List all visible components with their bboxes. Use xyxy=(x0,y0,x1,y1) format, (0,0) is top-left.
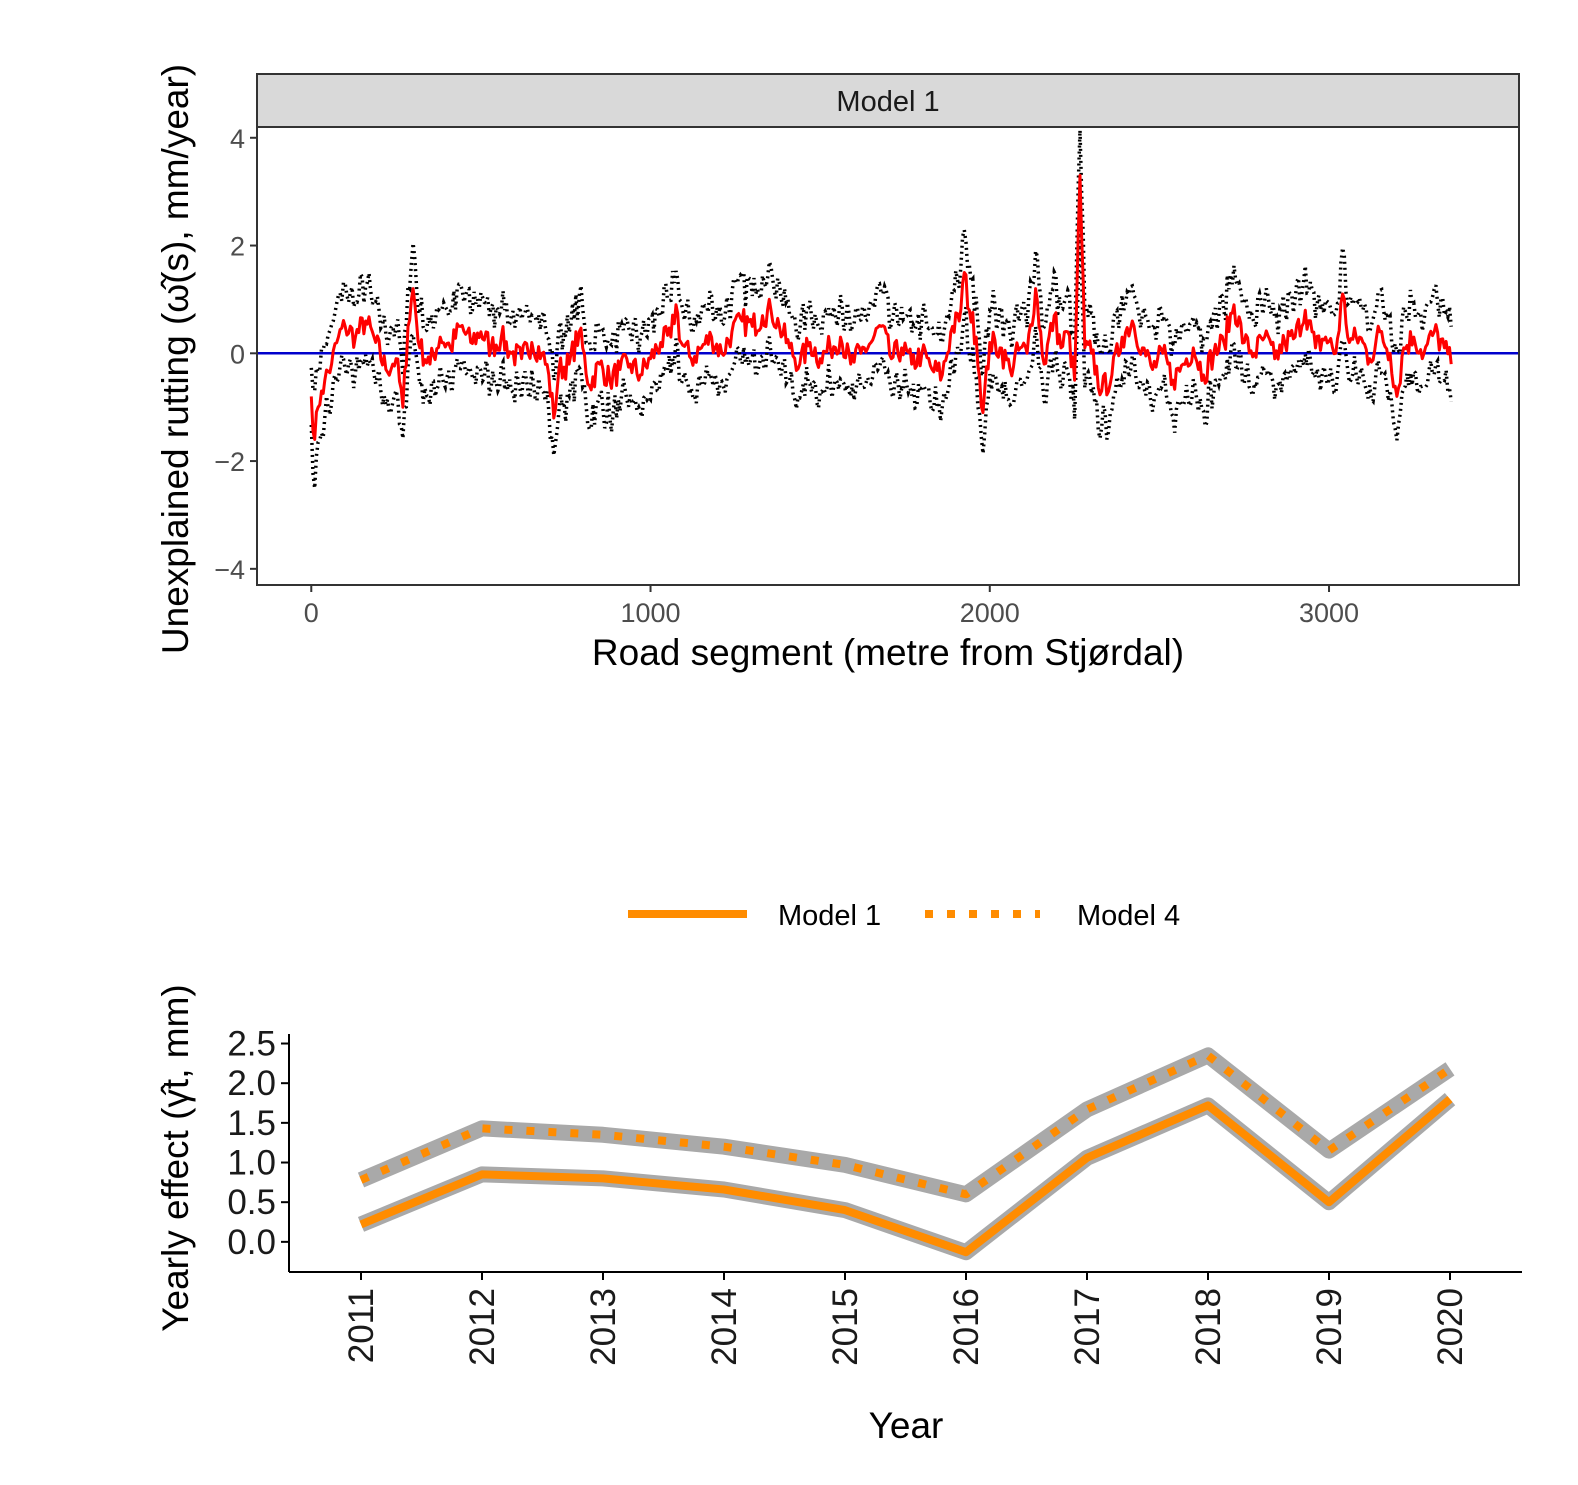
x-tick-label: 2015 xyxy=(826,1288,865,1366)
bottom-chart: Model 1 Model 4 2011 2012 2013 2014 2015 2016… xyxy=(155,900,1522,1446)
x-tick-label: 2017 xyxy=(1068,1288,1107,1366)
x-tick-label: 2014 xyxy=(705,1288,744,1366)
y-tick-label: −2 xyxy=(214,447,245,477)
x-tick-label: 2019 xyxy=(1310,1288,1349,1366)
ribbon-model-4 xyxy=(357,1047,1455,1203)
estimate-line xyxy=(309,174,1453,441)
y-tick-label: 0.5 xyxy=(227,1183,276,1222)
top-y-axis-title: Unexplained rutting (ω̂(s), mm/year) xyxy=(155,64,196,654)
x-tick-label: 2020 xyxy=(1431,1288,1470,1366)
bottom-x-axis-title: Year xyxy=(869,1405,944,1446)
y-tick-label: 0.0 xyxy=(227,1223,276,1262)
top-plot-area xyxy=(258,130,1518,489)
x-tick-label: 2011 xyxy=(342,1288,381,1363)
x-tick-label: 2018 xyxy=(1189,1288,1228,1366)
x-tick-label: 2013 xyxy=(584,1288,623,1366)
y-tick-label: 1.5 xyxy=(227,1104,276,1143)
x-tick-label: 1000 xyxy=(620,598,680,628)
top-facet-label: Model 1 xyxy=(836,86,939,118)
bottom-y-axis-title: Yearly effect (γ̂t, mm) xyxy=(155,984,196,1332)
top-x-axis: 0 1000 2000 3000 xyxy=(304,585,1359,628)
x-tick-label: 0 xyxy=(304,598,319,628)
x-tick-label: 3000 xyxy=(1299,598,1359,628)
y-tick-label: 2.0 xyxy=(227,1064,276,1103)
y-tick-label: 1.0 xyxy=(227,1144,276,1183)
bottom-x-axis: 2011 2012 2013 2014 2015 2016 2017 2018 2019 2020 xyxy=(342,1272,1470,1366)
line-model-1 xyxy=(359,1096,1453,1257)
y-tick-label: −4 xyxy=(214,555,245,585)
legend-label-model-1: Model 1 xyxy=(778,900,881,932)
legend: Model 1 Model 4 xyxy=(628,900,1180,932)
bottom-y-axis: 0.00.51.01.52.02.5 xyxy=(227,1025,289,1262)
top-facet-strip xyxy=(256,73,1520,128)
y-tick-label: 2 xyxy=(230,232,245,262)
y-tick-label: 0 xyxy=(230,339,245,369)
x-tick-label: 2012 xyxy=(463,1288,502,1366)
top-panel-border xyxy=(256,126,1520,586)
top-x-axis-title: Road segment (metre from Stjørdal) xyxy=(592,632,1184,673)
top-y-axis: −4 −2 0 2 4 xyxy=(214,124,257,585)
x-tick-label: 2000 xyxy=(960,598,1020,628)
y-tick-label: 4 xyxy=(230,124,245,154)
bottom-plot-area xyxy=(357,1047,1456,1261)
lower-interval-dotted-line xyxy=(309,220,1453,489)
x-tick-label: 2016 xyxy=(947,1288,986,1366)
legend-label-model-4: Model 4 xyxy=(1077,900,1180,932)
y-tick-label: 2.5 xyxy=(227,1025,276,1064)
top-chart: Model 1 0 1000 2000 3000 −4 −2 0 2 4 Road segme… xyxy=(155,64,1520,673)
